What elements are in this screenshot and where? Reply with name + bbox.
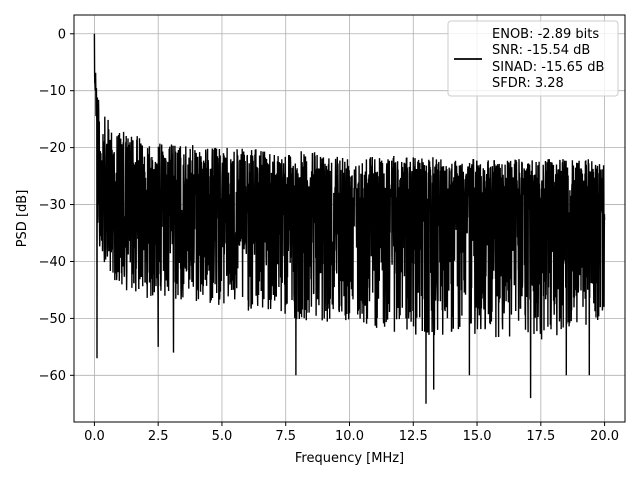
legend-box bbox=[447, 20, 619, 97]
y-tick-label: 0 bbox=[58, 27, 66, 42]
y-tick-label: −30 bbox=[39, 198, 66, 213]
x-tick-label: 5.0 bbox=[212, 429, 233, 444]
plot-frame bbox=[73, 14, 626, 423]
x-tick-label: 7.5 bbox=[275, 429, 296, 444]
x-tick-label: 0.0 bbox=[84, 429, 105, 444]
y-tick-label: −20 bbox=[39, 141, 66, 156]
y-tick-label: −40 bbox=[39, 255, 66, 270]
y-tick-label: −50 bbox=[39, 312, 66, 327]
y-tick-label: −10 bbox=[39, 84, 66, 99]
psd-series-line bbox=[93, 33, 606, 404]
x-tick-label: 12.5 bbox=[399, 429, 428, 444]
legend-entry-sinad: SINAD: -15.65 dB bbox=[492, 60, 604, 75]
axis-ticks: 0.0 2.5 5.0 7.5 10.0 12.5 15.0 17.5 20.0 0 −10 −20 −… bbox=[39, 27, 620, 444]
x-tick-label: 17.5 bbox=[526, 429, 555, 444]
x-tick-label: 2.5 bbox=[148, 429, 169, 444]
legend-entry-snr: SNR: -15.54 dB bbox=[492, 43, 590, 58]
x-tick-label: 20.0 bbox=[590, 429, 619, 444]
legend-entry-sfdr: SFDR: 3.28 bbox=[492, 76, 564, 91]
y-axis-label: PSD [dB] bbox=[15, 190, 30, 248]
y-tick-label: −60 bbox=[39, 369, 66, 384]
legend: ENOB: -2.89 bits SNR: -15.54 dB SINAD: -… bbox=[447, 20, 619, 97]
legend-entry-enob: ENOB: -2.89 bits bbox=[492, 27, 599, 42]
x-axis-label: Frequency [MHz] bbox=[295, 451, 404, 466]
x-tick-label: 15.0 bbox=[463, 429, 492, 444]
series-layer bbox=[93, 33, 606, 404]
x-tick-label: 10.0 bbox=[335, 429, 364, 444]
